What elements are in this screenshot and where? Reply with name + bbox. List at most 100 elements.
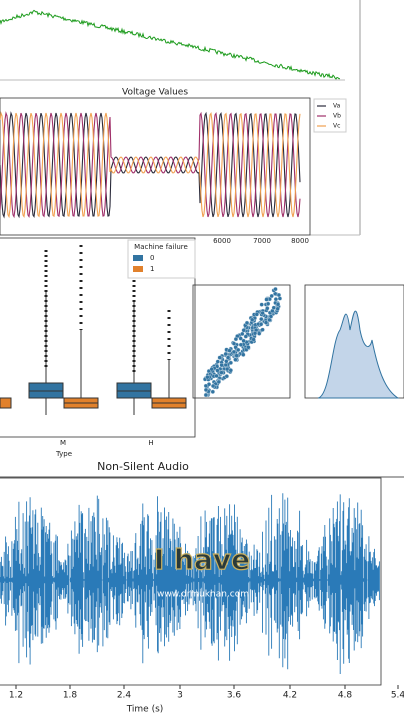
scatter-point — [223, 362, 228, 368]
scatter-point — [203, 387, 209, 393]
audio-waveform — [0, 493, 380, 674]
boxes — [0, 245, 187, 415]
x-tick-label: 8000 — [291, 237, 309, 245]
plot-frame — [0, 97, 311, 236]
scatter-point — [271, 305, 276, 310]
scatter-point — [267, 317, 272, 323]
scatter-point — [269, 293, 274, 299]
scatter-point — [238, 336, 243, 341]
scatter-point — [209, 367, 214, 372]
plot-title: Non-Silent Audio — [97, 460, 189, 473]
voltage-line — [0, 111, 301, 219]
scatter-point — [257, 331, 262, 336]
scatter-point — [241, 328, 246, 333]
scatter-point — [210, 383, 216, 389]
x-tick-label: 7000 — [253, 237, 271, 245]
scatter-point — [240, 331, 245, 337]
scatter-point — [231, 349, 237, 355]
scatter-point — [215, 359, 220, 364]
scatter-point — [225, 366, 230, 372]
legend-label: 0 — [150, 254, 154, 262]
caption: I have — [154, 543, 250, 576]
scatter-point — [224, 374, 229, 379]
x-tick-label: 2.4 — [117, 691, 132, 701]
plot-title: Voltage Values — [122, 88, 188, 98]
scatter-points — [202, 286, 283, 398]
scatter-point — [233, 357, 238, 362]
scatter-point — [273, 297, 279, 302]
x-tick-label: 5.4 — [391, 691, 404, 701]
scatter-point — [258, 322, 264, 327]
voltage-line — [0, 111, 301, 219]
scatter-point — [246, 345, 251, 350]
x-tick-label: 6000 — [213, 237, 231, 245]
x-tick-label: H — [148, 439, 153, 447]
x-tick-label: 3 — [177, 691, 183, 701]
plot-frame — [0, 477, 382, 686]
legend-swatch — [133, 255, 143, 261]
legend-swatch — [133, 266, 143, 272]
scatter-point — [276, 292, 282, 298]
legend-label: Vb — [333, 113, 341, 120]
scatter-point — [228, 368, 233, 373]
axis-label: Type — [55, 450, 72, 458]
scatter-point — [263, 320, 269, 325]
scatter-point — [250, 317, 255, 322]
legend-label: 1 — [150, 265, 154, 273]
voltage-line — [0, 111, 301, 219]
green-line — [0, 9, 341, 80]
scatter-point — [215, 368, 220, 373]
scatter-point — [238, 342, 244, 347]
scatter-point — [217, 355, 222, 360]
scatter-point — [244, 320, 250, 326]
waveform — [0, 493, 380, 674]
scatter-point — [224, 359, 229, 364]
plot-frame — [0, 237, 196, 438]
scatter-point — [231, 341, 237, 346]
x-tick-label: M — [60, 439, 66, 447]
scatter-point — [203, 392, 209, 398]
scatter-point — [251, 337, 256, 342]
scatter-point — [252, 331, 258, 336]
x-tick-label: 4.8 — [338, 691, 353, 701]
x-tick-label: 1.8 — [63, 691, 78, 701]
plot-frame — [192, 284, 291, 399]
scatter-point — [210, 389, 215, 394]
scatter-point — [260, 327, 265, 332]
axis-label: Time (s) — [126, 705, 164, 715]
x-tick-label: 1.2 — [9, 691, 23, 701]
scatter-point — [243, 334, 248, 339]
scatter-point — [233, 345, 238, 350]
scatter-point — [273, 286, 278, 292]
scatter-point — [259, 316, 264, 322]
scatter-point — [264, 297, 269, 302]
watermark: www.drmukhan.com — [157, 590, 249, 600]
scatter-point — [219, 362, 224, 368]
x-tick-label: 4.2 — [283, 691, 297, 701]
scatter-point — [219, 370, 224, 375]
scatter-point — [234, 353, 239, 358]
scatter-point — [254, 312, 259, 317]
scatter-point — [275, 302, 281, 307]
scatter-point — [228, 360, 233, 365]
kde-area — [317, 310, 400, 399]
scatter-point — [241, 352, 246, 357]
legend-title: Machine failure — [134, 243, 188, 251]
scatter-point — [216, 379, 221, 385]
scatter-point — [275, 306, 280, 311]
scatter-point — [227, 348, 232, 353]
scatter-point — [259, 302, 264, 307]
legend-label: Vc — [333, 123, 340, 130]
scatter-point — [265, 306, 270, 311]
scatter-point — [260, 310, 265, 316]
scatter-point — [241, 338, 246, 343]
scatter-point — [236, 347, 241, 353]
scatter-point — [265, 301, 271, 306]
voltage-lines — [0, 111, 301, 219]
legend-label: Va — [333, 103, 341, 110]
scatter-point — [214, 373, 219, 379]
x-ticks: 1.2 1.8 2.4 3 3.6 4.2 4.8 5.4 — [9, 685, 404, 701]
scatter-point — [203, 383, 209, 389]
scatter-point — [225, 355, 231, 360]
